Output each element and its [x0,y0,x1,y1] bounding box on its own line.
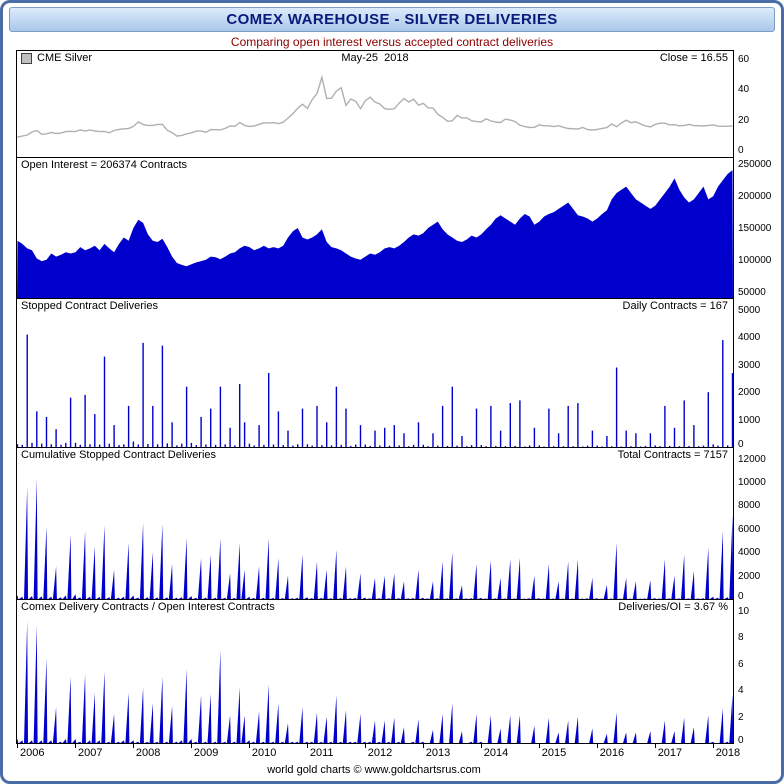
y-tick-label: 0 [738,735,744,746]
x-axis-tick [248,744,250,748]
stopped-deliveries-panel: Stopped Contract Deliveries Daily Contra… [16,299,781,450]
y-tick-label: 0 [738,144,744,156]
y-tick-label: 2000 [738,387,761,399]
y-tick-label: 2000 [738,570,761,582]
y-tick-label: 5000 [738,304,761,316]
x-axis-year-label: 2013 [425,747,451,759]
x-axis-year-label: 2007 [78,747,103,759]
x-axis-year-label: 2009 [193,747,219,759]
y-tick-label: 12000 [738,453,766,465]
x-axis-year-label: 2008 [135,747,161,759]
x-axis-year-label: 2012 [367,747,393,759]
page-title: COMEX WAREHOUSE - SILVER DELIVERIES [226,11,558,28]
legend-cme-silver: CME Silver [21,52,92,64]
cumulative-deliveries-label: Cumulative Stopped Contract Deliveries [21,449,217,461]
y-tick-label: 250000 [738,159,772,171]
cumulative-deliveries-y-axis: 0 2000 4000 6000 8000 10000 12000 [734,448,781,602]
x-axis: 2006 2007 2008 2009 2010 2011 2012 2013 2014 2015… [16,744,781,761]
deliveries-oi-ratio-plot: Comex Delivery Contracts / Open Interest… [16,600,734,744]
x-axis-tick [190,744,192,748]
open-interest-panel: Open Interest = 206374 Contracts 50000 10… [16,158,781,299]
deliveries-oi-ratio-y-axis: 0 2 4 6 8 10 [734,600,781,746]
y-tick-label: 60 [738,54,750,66]
chart-region: CME Silver May-25 2018 Close = 16.55 0 20… [16,50,781,776]
stopped-deliveries-plot: Stopped Contract Deliveries Daily Contra… [16,299,734,448]
legend-swatch-icon [21,52,32,64]
x-axis-year-label: 2016 [599,747,625,759]
x-axis-year-label: 2017 [657,747,683,759]
y-tick-label: 0 [738,439,744,450]
open-interest-label: Open Interest = 206374 Contracts [21,159,188,171]
deliveries-oi-ratio-label: Comex Delivery Contracts / Open Interest… [21,601,275,613]
price-date-label: May-25 2018 [341,52,409,64]
stopped-deliveries-y-axis: 0 1000 2000 3000 4000 5000 [734,299,781,450]
price-plot: CME Silver May-25 2018 Close = 16.55 [16,50,734,158]
legend-label: CME Silver [37,52,93,64]
chart-subtitle: Comparing open interest versus accepted … [230,35,554,49]
y-tick-label: 8000 [738,500,761,512]
x-axis-tick [17,744,18,748]
x-axis-tick [538,744,540,748]
y-tick-label: 8 [738,632,744,644]
y-tick-label: 0 [738,591,744,602]
stopped-deliveries-label: Stopped Contract Deliveries [21,300,158,312]
y-tick-label: 100000 [738,254,772,266]
x-axis-year-label: 2011 [309,747,334,759]
y-tick-label: 2 [738,711,744,723]
open-interest-y-axis: 50000 100000 150000 200000 250000 [734,158,781,299]
x-axis-year-label: 2010 [251,747,277,759]
y-tick-label: 4000 [738,547,761,559]
y-tick-label: 40 [738,84,750,96]
total-contracts-label: Total Contracts = 7157 [617,449,728,461]
price-panel: CME Silver May-25 2018 Close = 16.55 0 20… [16,50,781,158]
x-axis-year-label: 2018 [715,747,741,759]
y-tick-label: 3000 [738,359,761,371]
cumulative-deliveries-plot: Cumulative Stopped Contract Deliveries T… [16,448,734,600]
deliveries-oi-value-label: Deliveries/OI = 3.67 % [618,601,728,613]
y-tick-label: 200000 [738,191,772,203]
y-tick-label: 1000 [738,414,761,426]
deliveries-oi-ratio-panel: Comex Delivery Contracts / Open Interest… [16,600,781,746]
x-axis-tick [364,744,366,748]
y-tick-label: 6000 [738,523,761,535]
x-axis-tick [306,744,308,748]
y-tick-label: 10 [738,605,750,617]
x-axis-year-label: 2006 [20,747,45,759]
x-axis-tick [75,744,76,748]
y-tick-label: 20 [738,114,750,126]
price-close-label: Close = 16.55 [659,52,728,64]
y-tick-label: 4 [738,685,744,697]
price-y-axis: 0 20 40 60 [734,50,781,158]
title-bar: COMEX WAREHOUSE - SILVER DELIVERIES [9,7,775,32]
x-axis-tick [132,744,134,748]
y-tick-label: 10000 [738,476,766,488]
x-axis-year-label: 2014 [483,747,509,759]
x-axis-tick [480,744,482,748]
x-axis-year-label: 2015 [541,747,567,759]
x-axis-tick [654,744,656,748]
x-axis-tick [422,744,424,748]
credit-text: world gold charts © www.goldchartsrus.co… [267,764,481,776]
cumulative-deliveries-panel: Cumulative Stopped Contract Deliveries T… [16,448,781,602]
x-axis-tick [596,744,598,748]
y-tick-label: 150000 [738,223,772,234]
daily-contracts-label: Daily Contracts = 167 [622,300,728,312]
open-interest-plot: Open Interest = 206374 Contracts [16,158,734,299]
x-axis-tick [712,744,714,748]
y-tick-label: 50000 [738,286,766,298]
y-tick-label: 4000 [738,332,761,344]
y-tick-label: 6 [738,658,744,670]
